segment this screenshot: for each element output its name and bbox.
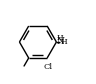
Text: H: H bbox=[57, 34, 63, 42]
Text: H: H bbox=[61, 38, 68, 46]
Text: N: N bbox=[56, 37, 64, 46]
Text: Cl: Cl bbox=[43, 63, 52, 71]
